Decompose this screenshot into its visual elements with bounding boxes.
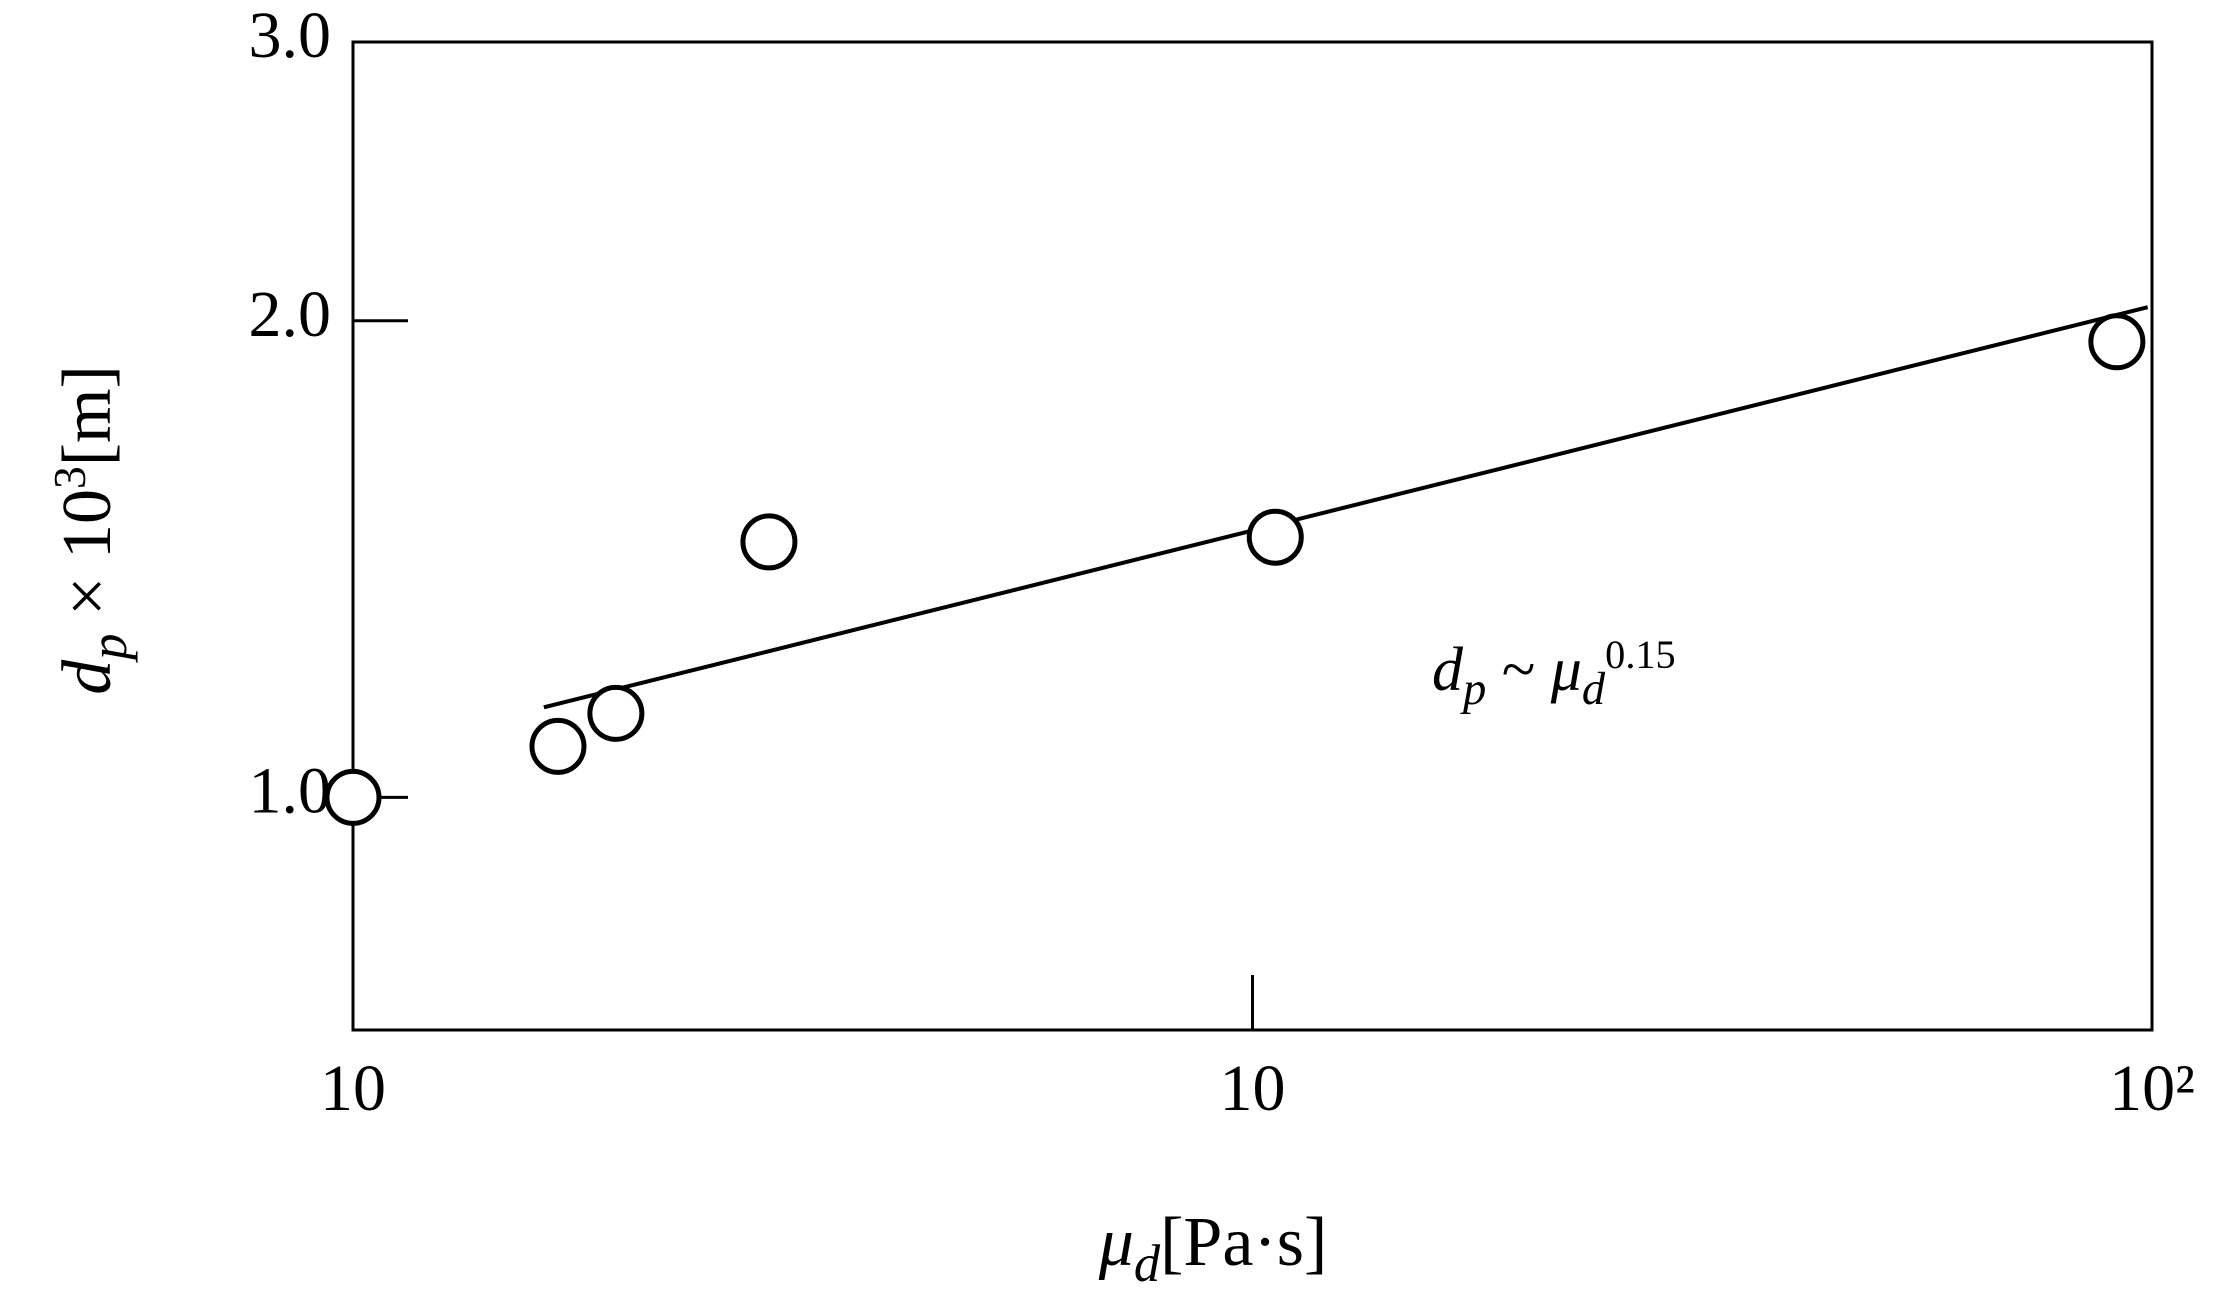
x-axis-label-part: μ (1098, 1204, 1134, 1281)
data-point (1246, 508, 1304, 566)
data-point (2088, 313, 2146, 371)
data-point (529, 717, 587, 775)
data-point (740, 513, 798, 571)
y-tick-label: 1.0 (249, 755, 332, 828)
annotation: dp ~ μd0.15 (1432, 632, 1676, 715)
x-axis-label: μd[Pa·s] (1098, 1204, 1328, 1293)
y-tick-label: 2.0 (249, 278, 332, 351)
annotation-part: p (1460, 664, 1486, 715)
x-tick-label: 10 (320, 1052, 386, 1125)
y-axis-label-part: d (49, 659, 126, 695)
annotation-part: 0.15 (1605, 632, 1676, 677)
y-axis-label-part: 3 (44, 466, 95, 489)
annotation-part: ~ (1486, 636, 1551, 704)
y-axis-label-part: × 10 (49, 489, 126, 633)
annotation-part: d (1582, 664, 1606, 715)
data-point (324, 768, 382, 826)
y-axis-label-part: [m] (49, 365, 126, 466)
y-axis-label: dp × 103[m] (44, 365, 138, 695)
data-point (587, 684, 645, 742)
fit-line (543, 305, 2149, 710)
annotation-part: d (1432, 636, 1464, 704)
x-axis-label-part: [Pa·s] (1160, 1204, 1327, 1281)
x-axis-label-part: d (1134, 1235, 1161, 1293)
x-tick-label: 10 (1220, 1052, 1286, 1125)
y-axis-label-part: p (80, 634, 138, 664)
x-tick-label: 10² (2109, 1052, 2195, 1125)
annotation-part: μ (1550, 636, 1582, 704)
y-tick-label: 3.0 (249, 0, 332, 72)
